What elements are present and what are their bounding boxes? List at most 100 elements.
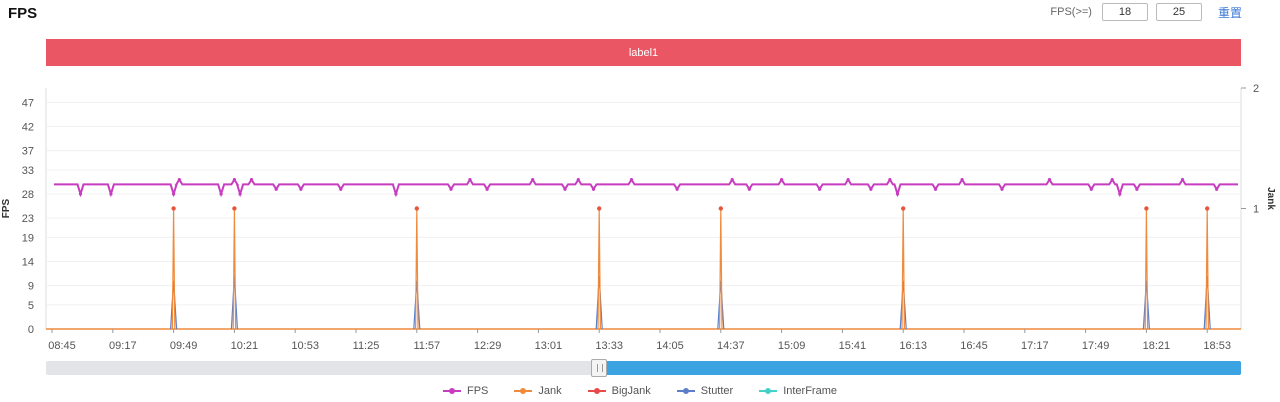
x-tick-label: 10:53	[291, 340, 319, 352]
fps-point	[895, 192, 900, 196]
y-tick-label: 5	[28, 300, 34, 312]
jank-spike	[171, 208, 176, 330]
legend-label-interframe: InterFrame	[783, 385, 837, 397]
stutter-series	[170, 275, 1211, 330]
x-tick-label: 16:13	[899, 340, 927, 352]
fps-point	[888, 177, 892, 182]
legend-item-interframe[interactable]: InterFrame	[759, 385, 837, 397]
y-tick-label: 47	[22, 97, 34, 109]
legend-item-stutter[interactable]: Stutter	[676, 385, 734, 397]
fps-point	[933, 187, 938, 191]
jank-spike	[597, 208, 601, 330]
fps-threshold-label: FPS(>=)	[1050, 6, 1092, 18]
label-band-text: label1	[628, 46, 659, 59]
legend-item-jank[interactable]: Jank	[514, 385, 562, 397]
zoom-slider-range[interactable]	[600, 361, 1241, 375]
y-tick-label: 28	[22, 189, 34, 201]
legend-item-bigjank[interactable]: BigJank	[587, 385, 651, 397]
fps-point	[591, 187, 596, 191]
fps-point	[1047, 177, 1052, 182]
fps-point	[232, 177, 236, 182]
fps-point	[78, 192, 83, 196]
fps-point	[747, 187, 751, 191]
fps-point	[869, 187, 873, 191]
y-tick-label: 0	[28, 324, 34, 336]
reset-button[interactable]: 重置	[1217, 5, 1242, 20]
y-tick-label: 42	[22, 122, 34, 134]
x-tick-label: 09:17	[109, 340, 137, 352]
fps-point	[629, 177, 634, 182]
fps-threshold-controls: FPS(>=) 重置	[1050, 3, 1242, 21]
legend-swatch-interframe	[759, 388, 778, 394]
x-tick-label: 12:29	[474, 340, 502, 352]
fps-min-input[interactable]	[1101, 3, 1148, 21]
stutter-spike	[1142, 280, 1150, 330]
label-band[interactable]: label1	[46, 39, 1241, 66]
stutter-spike	[413, 280, 421, 330]
x-tick-label: 15:09	[778, 340, 806, 352]
legend-item-fps[interactable]: FPS	[443, 385, 488, 397]
fps-series	[54, 177, 1238, 198]
jank-spike	[1144, 208, 1149, 330]
x-tick-label: 17:49	[1082, 340, 1110, 352]
fps-point	[274, 187, 278, 191]
fps-point	[780, 177, 784, 182]
x-axis-ticks: 08:45 09:17 09:49 10:21 10:53 11:25 11:57 12:29…	[48, 329, 1231, 352]
fps-point	[960, 177, 964, 182]
fps-point	[449, 187, 453, 191]
jank-spike	[232, 208, 237, 330]
fps-point	[1000, 187, 1004, 191]
jank-point	[1144, 206, 1149, 211]
fps-point	[485, 187, 489, 191]
chart-title: FPS	[8, 5, 38, 22]
fps-point	[468, 177, 472, 182]
jank-spike	[1205, 208, 1209, 330]
jank-spike	[415, 208, 419, 330]
fps-point	[730, 177, 734, 182]
y-tick-label: 14	[22, 257, 34, 269]
legend-swatch-bigjank	[587, 388, 606, 394]
jank-point	[718, 206, 723, 211]
y-tick-label: 23	[22, 213, 34, 225]
legend-label-stutter: Stutter	[700, 385, 734, 397]
y2-tick-label: 1	[1253, 204, 1259, 216]
fps-line	[54, 177, 1238, 198]
y-tick-label: 19	[22, 232, 34, 244]
legend-label-jank: Jank	[538, 385, 562, 397]
jank-spike	[719, 208, 723, 330]
jank-point	[1205, 206, 1210, 211]
jank-point	[414, 206, 419, 211]
fps-point	[531, 177, 535, 182]
fps-point	[818, 187, 822, 191]
jank-point	[232, 206, 237, 211]
stutter-spike	[230, 275, 238, 330]
legend-label-fps: FPS	[467, 385, 489, 397]
x-tick-label: 16:45	[960, 340, 988, 352]
fps-point	[563, 187, 567, 191]
y2-axis-title: Jank	[1265, 187, 1276, 210]
grid-lines	[45, 88, 1242, 330]
fps-point	[1118, 192, 1122, 196]
x-tick-label: 11:57	[413, 340, 440, 352]
stutter-spike	[717, 280, 725, 330]
jank-point	[901, 206, 906, 211]
y-tick-label: 9	[28, 281, 34, 293]
legend-label-bigjank: BigJank	[611, 385, 651, 397]
fps-point	[177, 177, 181, 182]
jank-spike	[901, 208, 905, 330]
chart-legend: FPS Jank BigJank Stutter InterFrame	[0, 385, 1280, 397]
fps-point	[675, 187, 679, 191]
fps-point	[576, 177, 580, 182]
x-tick-label: 14:05	[656, 340, 684, 352]
zoom-slider-handle[interactable]	[591, 359, 607, 377]
x-tick-label: 11:25	[353, 340, 380, 352]
x-tick-label: 15:41	[839, 340, 867, 352]
y2-tick-label: 2	[1253, 83, 1259, 95]
fps-max-input[interactable]	[1155, 3, 1202, 21]
x-tick-label: 18:21	[1143, 340, 1171, 352]
fps-point	[238, 192, 242, 196]
y-axis-title: FPS	[1, 198, 12, 218]
y-tick-label: 33	[22, 165, 34, 177]
legend-swatch-jank	[514, 388, 533, 394]
